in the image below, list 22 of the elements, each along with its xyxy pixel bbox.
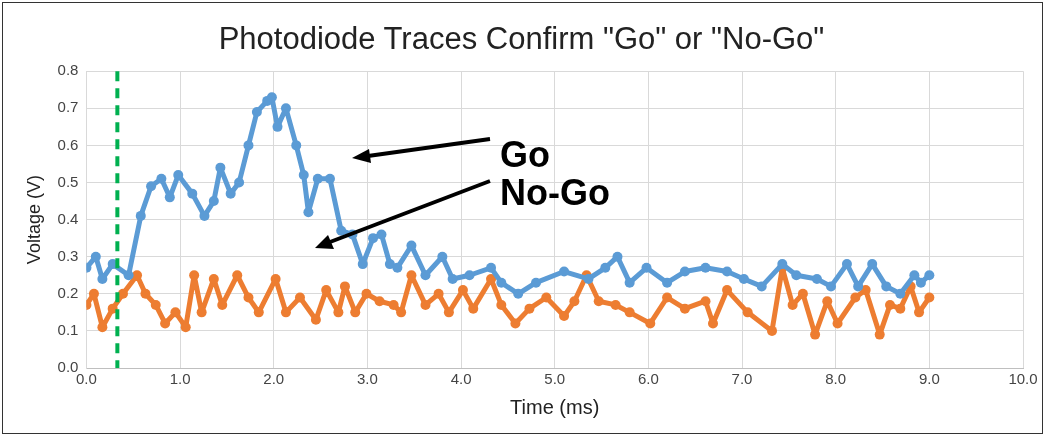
y-tick-label: 0.3 [57,246,79,264]
chart-title: Photodiode Traces Confirm "Go" or "No-Go" [218,21,825,57]
x-tick-label: 8.0 [825,370,847,388]
x-tick-label: 5.0 [544,370,566,388]
y-tick-label: 0.7 [57,98,79,116]
x-tick-label: 4.0 [450,370,472,388]
x-tick-label: 2.0 [263,370,285,388]
x-axis-title: Time (ms) [510,395,600,418]
y-tick-label: 0.1 [57,321,79,339]
y-tick-label: 0.8 [57,61,79,79]
y-axis-title: Voltage (V) [23,175,44,265]
x-tick-label: 1.0 [169,370,191,388]
y-tick-label: 0.2 [57,283,79,301]
y-tick-label: 0.4 [57,209,79,227]
x-tick-label: 6.0 [637,370,659,388]
y-tick-label: 0.5 [57,172,79,190]
x-tick-label: 0.0 [76,370,97,388]
x-tick-label: 3.0 [356,370,378,388]
x-tick-label: 7.0 [731,370,753,388]
y-tick-label: 0.6 [57,135,79,153]
x-tick-label: 9.0 [918,370,940,388]
x-tick-label: 10.0 [1008,370,1038,388]
